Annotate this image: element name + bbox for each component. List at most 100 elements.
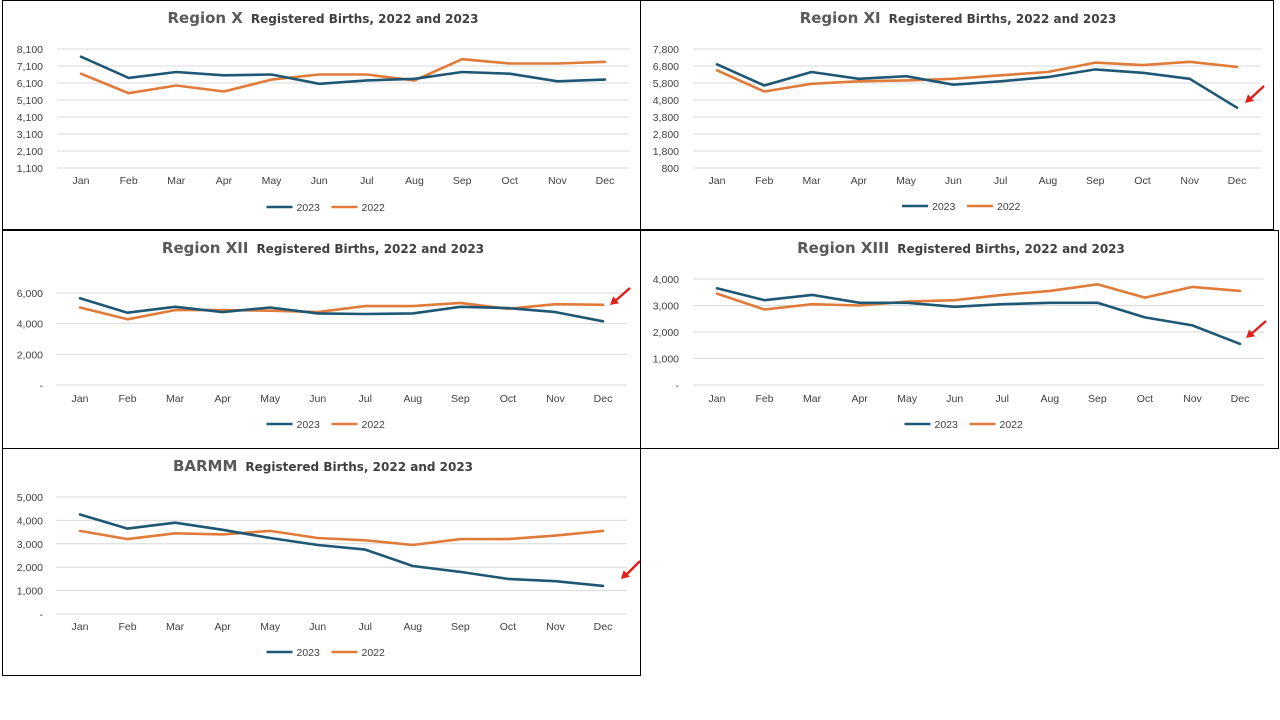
chart-svg: Region XIII Registered Births, 2022 and 2… xyxy=(653,239,1267,431)
x-tick-label: May xyxy=(897,393,918,405)
x-tick-label: Jun xyxy=(311,175,328,187)
chart-subtitle: Registered Births, 2022 and 2023 xyxy=(897,242,1125,256)
x-tick-label: Jun xyxy=(945,175,962,187)
x-tick-label: Feb xyxy=(755,175,773,187)
red-arrow-icon xyxy=(610,287,631,305)
y-tick-label: 5,000 xyxy=(17,492,43,504)
x-tick-label: Dec xyxy=(594,393,613,405)
x-tick-label: Feb xyxy=(755,393,773,405)
x-tick-label: Jul xyxy=(994,175,1007,187)
chart-title: Region X Registered Births, 2022 and 2023 xyxy=(167,9,478,27)
x-tick-label: Dec xyxy=(594,621,613,633)
x-tick-label: Aug xyxy=(403,621,422,633)
y-tick-label: 4,800 xyxy=(653,95,679,107)
chart-panel-region-x: Region X Registered Births, 2022 and 2023… xyxy=(2,0,641,230)
series-line-2022 xyxy=(78,301,605,321)
y-tick-label: 3,000 xyxy=(17,539,43,551)
legend-label-2023: 2023 xyxy=(932,201,956,213)
chart-panel-region-xii: Region XII Registered Births, 2022 and 20… xyxy=(2,230,641,449)
x-tick-label: Mar xyxy=(803,393,822,405)
x-tick-label: Apr xyxy=(851,393,868,405)
y-tick-label: 6,100 xyxy=(17,78,43,90)
legend-label-2022: 2022 xyxy=(1000,419,1024,431)
legend-label-2022: 2022 xyxy=(997,201,1021,213)
x-tick-label: Jan xyxy=(72,393,89,405)
y-tick-label: 4,000 xyxy=(17,515,43,527)
y-tick-label: - xyxy=(40,609,44,621)
y-tick-label: 4,000 xyxy=(653,274,679,286)
x-tick-label: May xyxy=(260,393,281,405)
y-tick-label: 6,000 xyxy=(17,288,43,300)
x-tick-label: Jul xyxy=(360,175,373,187)
y-tick-label: - xyxy=(676,380,680,392)
y-tick-label: 6,800 xyxy=(653,61,679,73)
chart-panel-region-xi: Region XI Registered Births, 2022 and 202… xyxy=(640,0,1274,230)
y-tick-label: 7,100 xyxy=(17,61,43,73)
x-tick-label: Sep xyxy=(453,175,472,187)
y-tick-label: 2,100 xyxy=(17,146,43,158)
series-line-2023 xyxy=(79,55,607,86)
x-tick-label: Dec xyxy=(596,175,615,187)
y-tick-label: 5,800 xyxy=(653,78,679,90)
x-tick-label: Apr xyxy=(214,621,231,633)
chart-svg: Region X Registered Births, 2022 and 2023… xyxy=(17,9,629,214)
x-tick-label: Jun xyxy=(946,393,963,405)
y-tick-label: 1,100 xyxy=(17,163,43,175)
x-tick-label: Oct xyxy=(502,175,518,187)
series-line-2023 xyxy=(715,62,1239,109)
chart-title-region: Region XIII xyxy=(797,239,889,257)
series-line-2022 xyxy=(715,60,1239,93)
y-tick-label: 1,000 xyxy=(17,586,43,598)
chart-svg: Region XII Registered Births, 2022 and 20… xyxy=(17,239,631,431)
y-tick-label: 5,100 xyxy=(17,95,43,107)
legend-label-2023: 2023 xyxy=(935,419,959,431)
chart-svg: BARMM Registered Births, 2022 and 2023 5,0… xyxy=(17,457,640,659)
red-arrow-icon xyxy=(1246,320,1267,338)
x-tick-label: Nov xyxy=(1180,175,1199,187)
x-tick-label: Nov xyxy=(546,393,565,405)
x-tick-label: Oct xyxy=(500,393,516,405)
y-tick-label: 1,000 xyxy=(653,354,679,366)
x-tick-label: Aug xyxy=(1040,393,1059,405)
x-tick-label: Feb xyxy=(118,621,136,633)
x-tick-label: Apr xyxy=(851,175,868,187)
y-tick-label: 1,800 xyxy=(653,146,679,158)
x-tick-label: Sep xyxy=(451,393,470,405)
chart-panel-region-xiii: Region XIII Registered Births, 2022 and 2… xyxy=(640,230,1279,449)
legend-label-2023: 2023 xyxy=(297,647,321,659)
series-line-2023 xyxy=(78,513,605,588)
x-tick-label: Mar xyxy=(166,621,185,633)
red-arrow-icon xyxy=(1245,85,1265,103)
x-tick-label: Jan xyxy=(709,393,726,405)
x-tick-label: Jul xyxy=(359,621,372,633)
x-tick-label: Jan xyxy=(72,621,89,633)
x-tick-label: Oct xyxy=(1134,175,1150,187)
y-tick-label: 2,000 xyxy=(17,562,43,574)
x-tick-label: Jan xyxy=(73,175,90,187)
y-tick-label: 4,000 xyxy=(17,319,43,331)
chart-title-region: BARMM xyxy=(173,457,237,475)
chart-subtitle: Registered Births, 2022 and 2023 xyxy=(889,12,1117,26)
x-tick-label: Aug xyxy=(1039,175,1058,187)
series-line-2022 xyxy=(79,57,607,95)
y-tick-label: 4,100 xyxy=(17,112,43,124)
series-line-2023 xyxy=(78,297,605,323)
x-tick-label: Dec xyxy=(1228,175,1247,187)
chart-title-region: Region X xyxy=(167,9,243,27)
x-tick-label: Nov xyxy=(546,621,565,633)
y-tick-label: 3,100 xyxy=(17,129,43,141)
y-tick-label: 3,800 xyxy=(653,112,679,124)
x-tick-label: Mar xyxy=(802,175,821,187)
legend-label-2022: 2022 xyxy=(362,647,386,659)
x-tick-label: Apr xyxy=(216,175,233,187)
x-tick-label: Jun xyxy=(309,393,326,405)
legend-label-2023: 2023 xyxy=(297,419,321,431)
x-tick-label: Oct xyxy=(500,621,516,633)
chart-title: Region XIII Registered Births, 2022 and 2… xyxy=(797,239,1125,257)
chart-title: BARMM Registered Births, 2022 and 2023 xyxy=(173,457,473,475)
chart-subtitle: Registered Births, 2022 and 2023 xyxy=(245,460,473,474)
x-tick-label: May xyxy=(262,175,283,187)
chart-panel-barmm: BARMM Registered Births, 2022 and 2023 5,0… xyxy=(2,448,641,676)
y-tick-label: 2,000 xyxy=(17,349,43,361)
legend-label-2022: 2022 xyxy=(362,419,386,431)
